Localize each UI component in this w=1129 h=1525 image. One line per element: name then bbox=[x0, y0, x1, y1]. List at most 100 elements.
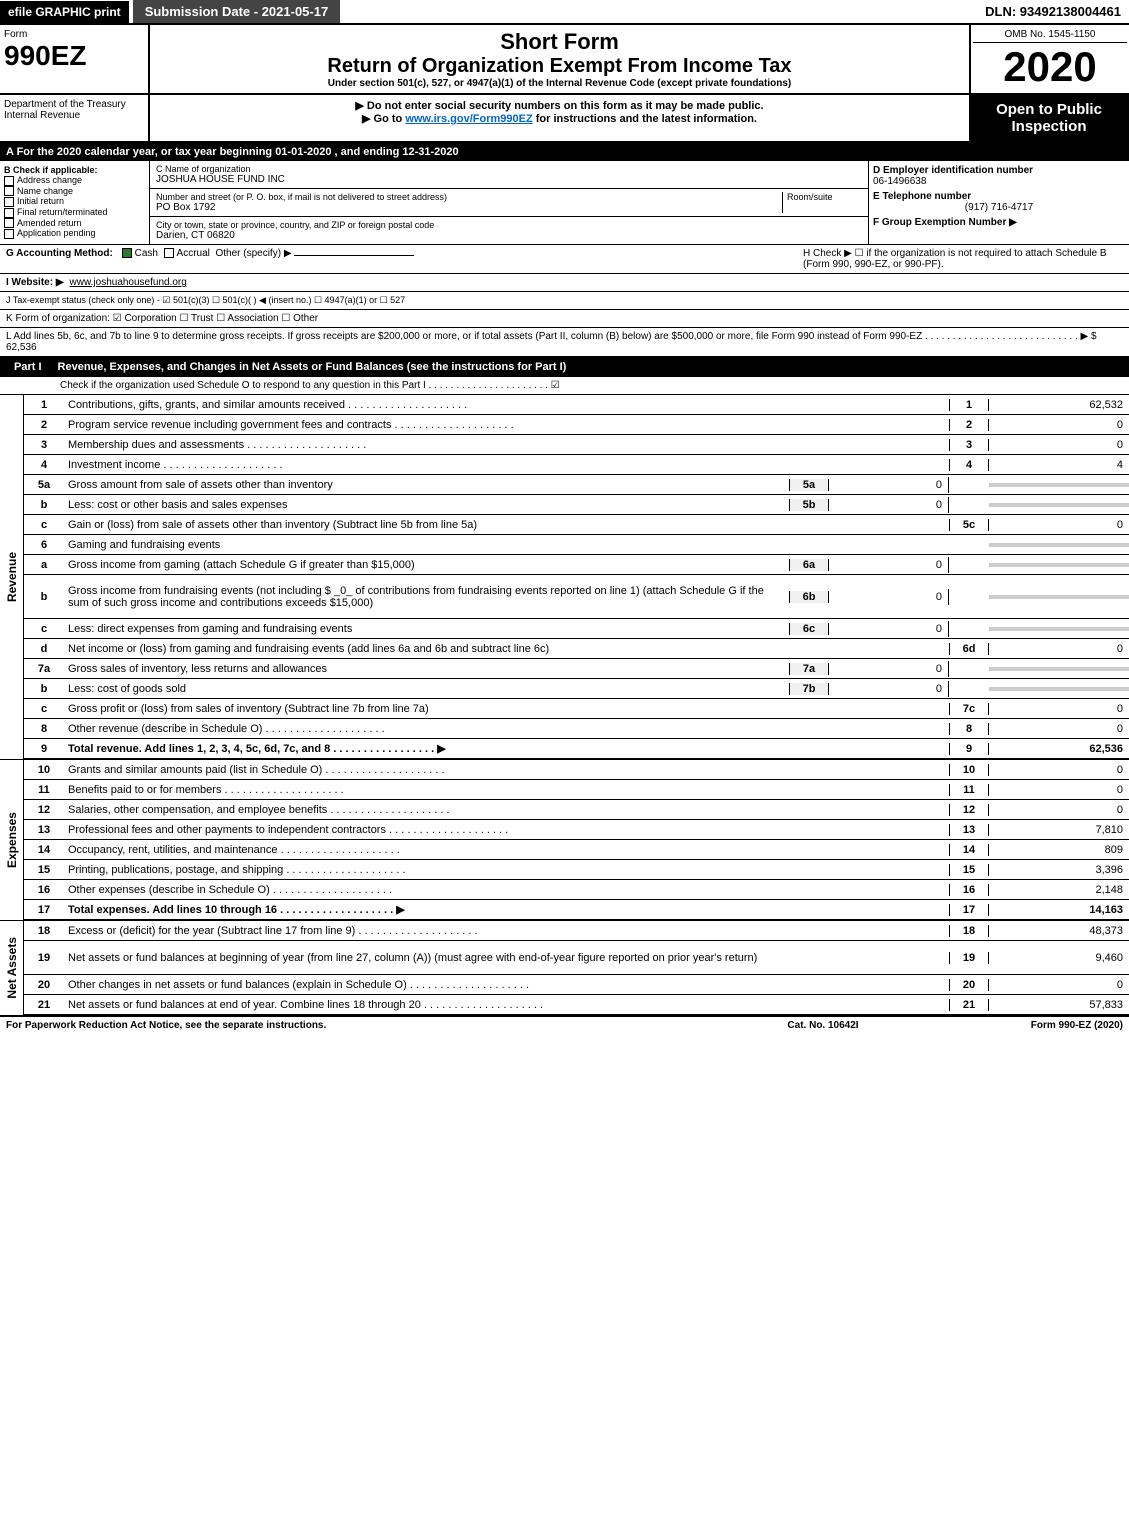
l7c-num: c bbox=[24, 701, 64, 717]
l17-num: 17 bbox=[24, 902, 64, 918]
topbar: efile GRAPHIC print Submission Date - 20… bbox=[0, 0, 1129, 25]
l3-desc: Membership dues and assessments bbox=[64, 437, 949, 453]
irs-link[interactable]: www.irs.gov/Form990EZ bbox=[405, 113, 532, 125]
check-pending[interactable]: Application pending bbox=[4, 228, 145, 239]
l2-num: 2 bbox=[24, 417, 64, 433]
check-initial-label: Initial return bbox=[17, 196, 64, 206]
l6b-snum: 6b bbox=[789, 591, 829, 603]
l5c-rval: 0 bbox=[989, 517, 1129, 533]
footer-formref: Form 990-EZ (2020) bbox=[923, 1020, 1123, 1031]
l6d-num: d bbox=[24, 641, 64, 657]
line-6a: aGross income from gaming (attach Schedu… bbox=[24, 555, 1129, 575]
line-21: 21Net assets or fund balances at end of … bbox=[24, 995, 1129, 1015]
check-amended[interactable]: Amended return bbox=[4, 218, 145, 229]
check-initial[interactable]: Initial return bbox=[4, 196, 145, 207]
org-addr: PO Box 1792 bbox=[156, 202, 782, 213]
check-name-label: Name change bbox=[17, 186, 73, 196]
l6a-desc: Gross income from gaming (attach Schedul… bbox=[64, 557, 789, 573]
warning-1: ▶ Do not enter social security numbers o… bbox=[154, 99, 965, 112]
form-header: Form 990EZ Short Form Return of Organiza… bbox=[0, 25, 1129, 95]
l5c-rnum: 5c bbox=[949, 519, 989, 531]
tax-year: 2020 bbox=[973, 43, 1127, 91]
check-final-label: Final return/terminated bbox=[17, 207, 108, 217]
l4-num: 4 bbox=[24, 457, 64, 473]
efile-print-button[interactable]: efile GRAPHIC print bbox=[0, 1, 129, 23]
l7a-snum: 7a bbox=[789, 663, 829, 675]
l12-desc: Salaries, other compensation, and employ… bbox=[64, 802, 949, 818]
l8-desc: Other revenue (describe in Schedule O) bbox=[64, 721, 949, 737]
l14-desc: Occupancy, rent, utilities, and maintena… bbox=[64, 842, 949, 858]
check-final[interactable]: Final return/terminated bbox=[4, 207, 145, 218]
expenses-section: Expenses 10Grants and similar amounts pa… bbox=[0, 759, 1129, 920]
l6a-num: a bbox=[24, 557, 64, 573]
group-exempt-label: F Group Exemption Number ▶ bbox=[873, 217, 1125, 228]
other-specify-input[interactable] bbox=[294, 255, 414, 256]
website-link[interactable]: www.joshuahousefund.org bbox=[70, 277, 187, 288]
l15-rval: 3,396 bbox=[989, 862, 1129, 878]
row-i: I Website: ▶ www.joshuahousefund.org bbox=[0, 274, 1129, 292]
netassets-lines: 18Excess or (deficit) for the year (Subt… bbox=[24, 921, 1129, 1015]
expenses-lines: 10Grants and similar amounts paid (list … bbox=[24, 760, 1129, 920]
tel-value: (917) 716-4717 bbox=[873, 202, 1125, 213]
l5b-sval: 0 bbox=[829, 497, 949, 513]
l6-desc: Gaming and fundraising events bbox=[64, 537, 949, 553]
line-9: 9Total revenue. Add lines 1, 2, 3, 4, 5c… bbox=[24, 739, 1129, 759]
check-name[interactable]: Name change bbox=[4, 186, 145, 197]
check-accrual[interactable] bbox=[164, 248, 174, 258]
org-city-row: City or town, state or province, country… bbox=[150, 217, 868, 244]
line-11: 11Benefits paid to or for members110 bbox=[24, 780, 1129, 800]
l19-rnum: 19 bbox=[949, 952, 989, 964]
l16-rval: 2,148 bbox=[989, 882, 1129, 898]
revenue-lines: 1Contributions, gifts, grants, and simil… bbox=[24, 395, 1129, 759]
l21-rval: 57,833 bbox=[989, 997, 1129, 1013]
open-to-public: Open to Public Inspection bbox=[969, 95, 1129, 141]
return-title: Return of Organization Exempt From Incom… bbox=[154, 55, 965, 78]
l14-rnum: 14 bbox=[949, 844, 989, 856]
l5a-snum: 5a bbox=[789, 479, 829, 491]
l7a-sval: 0 bbox=[829, 661, 949, 677]
l3-rnum: 3 bbox=[949, 439, 989, 451]
row-g: G Accounting Method: Cash Accrual Other … bbox=[6, 248, 803, 270]
l7b-num: b bbox=[24, 681, 64, 697]
box-d: D Employer identification number 06-1496… bbox=[869, 161, 1129, 244]
l5c-num: c bbox=[24, 517, 64, 533]
short-form-title: Short Form bbox=[154, 29, 965, 55]
l6c-desc: Less: direct expenses from gaming and fu… bbox=[64, 621, 789, 637]
line-2: 2Program service revenue including gover… bbox=[24, 415, 1129, 435]
l6a-shade2 bbox=[989, 563, 1129, 567]
l12-num: 12 bbox=[24, 802, 64, 818]
org-city-label: City or town, state or province, country… bbox=[156, 220, 862, 230]
row-g-h: G Accounting Method: Cash Accrual Other … bbox=[0, 245, 1129, 274]
l12-rval: 0 bbox=[989, 802, 1129, 818]
l13-num: 13 bbox=[24, 822, 64, 838]
line-15: 15Printing, publications, postage, and s… bbox=[24, 860, 1129, 880]
i-label: I Website: ▶ bbox=[6, 277, 64, 288]
ein-value: 06-1496638 bbox=[873, 176, 1125, 187]
box-c: C Name of organization JOSHUA HOUSE FUND… bbox=[150, 161, 869, 244]
l6d-rnum: 6d bbox=[949, 643, 989, 655]
l20-rnum: 20 bbox=[949, 979, 989, 991]
l21-desc: Net assets or fund balances at end of ye… bbox=[64, 997, 949, 1013]
l21-num: 21 bbox=[24, 997, 64, 1013]
l4-rval: 4 bbox=[989, 457, 1129, 473]
check-address[interactable]: Address change bbox=[4, 175, 145, 186]
l7c-rval: 0 bbox=[989, 701, 1129, 717]
year-col: OMB No. 1545-1150 2020 bbox=[969, 25, 1129, 93]
line-5a: 5aGross amount from sale of assets other… bbox=[24, 475, 1129, 495]
l6b-shade2 bbox=[989, 595, 1129, 599]
l17-desc: Total expenses. Add lines 10 through 16 … bbox=[64, 901, 949, 918]
l7a-desc: Gross sales of inventory, less returns a… bbox=[64, 661, 789, 677]
box-b-title: B Check if applicable: bbox=[4, 165, 145, 175]
l11-rnum: 11 bbox=[949, 784, 989, 796]
l1-rnum: 1 bbox=[949, 399, 989, 411]
l3-rval: 0 bbox=[989, 437, 1129, 453]
room-suite-label: Room/suite bbox=[782, 192, 862, 213]
check-cash[interactable] bbox=[122, 248, 132, 258]
form-label: Form bbox=[4, 29, 144, 40]
l9-num: 9 bbox=[24, 741, 64, 757]
netassets-vert: Net Assets bbox=[0, 921, 24, 1015]
footer-left: For Paperwork Reduction Act Notice, see … bbox=[6, 1020, 723, 1031]
l19-rval: 9,460 bbox=[989, 950, 1129, 966]
expenses-label: Expenses bbox=[5, 812, 19, 868]
line-16: 16Other expenses (describe in Schedule O… bbox=[24, 880, 1129, 900]
